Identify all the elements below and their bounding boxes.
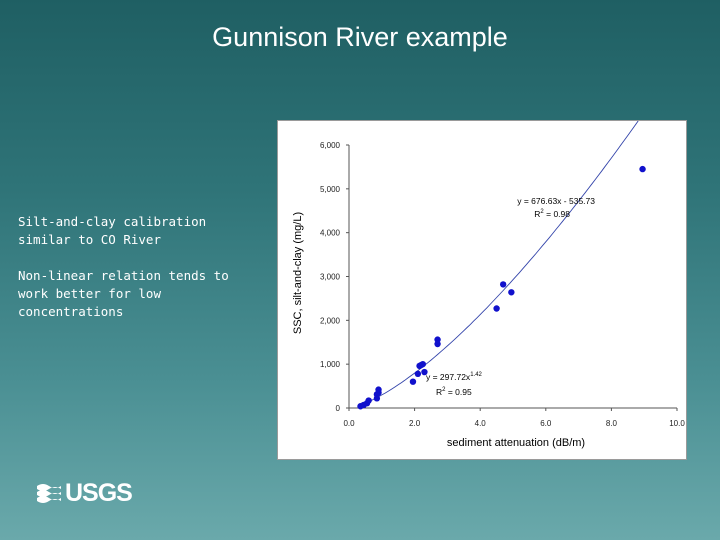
x-tick-label: 2.0 (409, 419, 421, 428)
data-point (434, 336, 441, 343)
bullet-list: Silt-and-clay calibration similar to CO … (18, 213, 248, 339)
data-point (365, 397, 372, 404)
power-fit-r2: R2 = 0.95 (436, 387, 472, 397)
slide-title: Gunnison River example (212, 22, 508, 52)
y-tick-label: 5,000 (320, 185, 341, 194)
x-tick-label: 4.0 (475, 419, 487, 428)
x-tick-label: 6.0 (540, 419, 552, 428)
usgs-wave-icon (37, 484, 61, 503)
x-tick-label: 10.0 (669, 419, 685, 428)
data-point (639, 165, 646, 173)
data-point (414, 370, 422, 378)
y-axis-title: SSC, silt-and-clay (mg/L) (292, 212, 304, 334)
bullet-item: Non-linear relation tends to work better… (18, 268, 229, 319)
data-point (434, 340, 441, 348)
y-tick-label: 1,000 (320, 360, 341, 369)
chart-frame: 0.0 2.0 4.0 6.0 8.0 10.0 0 1,000 2,000 3,000 4,000… (277, 120, 687, 460)
power-fit-equation: y = 297.72x1.42 (426, 372, 483, 382)
usgs-logo: USGS (36, 478, 133, 507)
data-point (508, 289, 515, 296)
usgs-logo-text: USGS (65, 478, 133, 507)
fit-curves (358, 121, 639, 407)
y-tick-label: 0 (336, 404, 341, 413)
data-point (499, 281, 507, 288)
data-point (419, 360, 426, 368)
bullet-item: Silt-and-clay calibration similar to CO … (18, 214, 207, 247)
y-tick-label: 6,000 (320, 141, 341, 150)
x-tick-label: 0.0 (343, 419, 355, 428)
linear-fit-equation: y = 676.63x - 535.73 (517, 196, 595, 206)
scatter-chart: 0.0 2.0 4.0 6.0 8.0 10.0 0 1,000 2,000 3,000 4,000… (292, 121, 685, 449)
y-tick-label: 4,000 (320, 229, 341, 238)
data-point (493, 305, 500, 312)
data-point (421, 368, 428, 376)
x-tick-label: 8.0 (606, 419, 618, 428)
data-point (409, 378, 417, 385)
y-tick-label: 2,000 (320, 316, 341, 325)
x-axis-title: sediment attenuation (dB/m) (447, 437, 585, 449)
y-tick-label: 3,000 (320, 273, 341, 282)
data-points (357, 165, 646, 410)
power-fit-curve (358, 121, 639, 407)
linear-fit-r2: R2 = 0.98 (534, 209, 570, 219)
data-point (375, 386, 382, 393)
chart-axes: 0.0 2.0 4.0 6.0 8.0 10.0 0 1,000 2,000 3,000 4,000… (320, 141, 685, 428)
